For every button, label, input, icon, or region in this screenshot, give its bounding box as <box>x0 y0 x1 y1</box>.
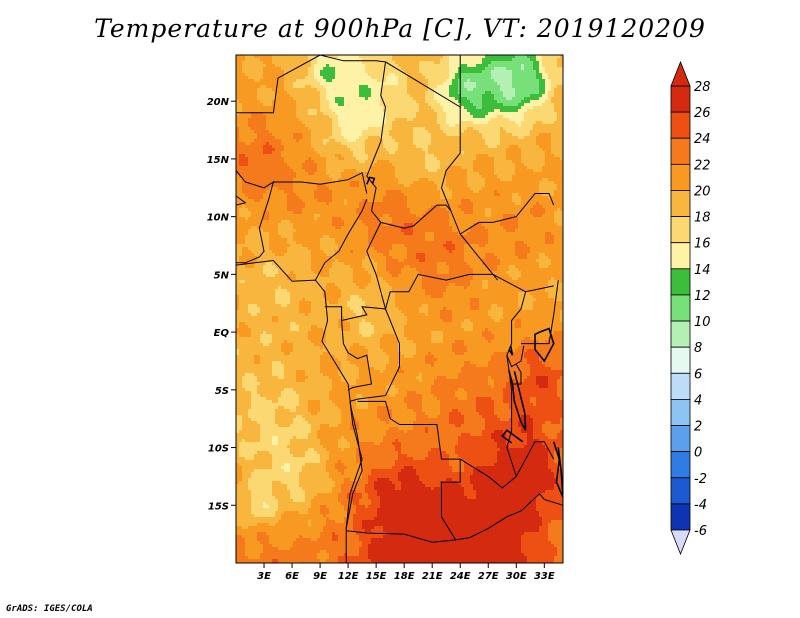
colorbar-label: 22 <box>694 158 711 173</box>
colorbar-segment <box>670 242 691 270</box>
country-borders <box>236 55 563 563</box>
colorbar-segment <box>670 137 691 165</box>
lake-outline <box>552 441 563 498</box>
lat-tick-label: 5S <box>215 386 229 397</box>
coastline <box>236 259 363 563</box>
lon-tick-label: 30E <box>506 571 527 582</box>
colorbar-label: 0 <box>694 446 702 461</box>
lat-tick-label: 10N <box>207 213 230 224</box>
border-line <box>236 195 247 206</box>
colorbar-label: 8 <box>694 341 702 356</box>
latitude-axis: 20N 15N 10N 5N EQ 5S 10S 15S <box>207 97 236 512</box>
colorbar-label: 6 <box>694 367 702 382</box>
lat-tick-label: 5N <box>214 270 230 281</box>
colorbar-label: -2 <box>694 472 707 487</box>
lon-tick-label: 3E <box>257 571 271 582</box>
border-line <box>273 172 368 194</box>
lon-tick-label: 12E <box>338 571 359 582</box>
colorbar-segment <box>670 425 691 453</box>
colorbar-label: -6 <box>694 524 707 539</box>
colorbar-segment <box>670 190 691 217</box>
border-line <box>440 107 461 235</box>
lake-outline <box>508 369 527 431</box>
border-line <box>346 400 461 543</box>
colorbar-segment <box>670 346 691 374</box>
colorbar-segment <box>670 503 691 531</box>
colorbar-segment <box>670 268 691 296</box>
colorbar-segment <box>670 399 691 426</box>
colorbar-segment <box>670 451 691 479</box>
colorbar-segment <box>670 216 691 244</box>
border-line <box>459 233 498 281</box>
colorbar-segment <box>670 294 691 322</box>
lon-tick-label: 18E <box>394 571 415 582</box>
colorbar-label: 26 <box>694 106 711 121</box>
colorbar-label: 2 <box>694 420 702 435</box>
lat-tick-label: 15N <box>207 155 230 166</box>
lat-tick-label: 10S <box>208 444 229 455</box>
colorbar-label: 20 <box>694 184 711 199</box>
colorbar-label: 14 <box>694 263 711 278</box>
border-line <box>459 430 517 489</box>
border-line <box>349 308 400 402</box>
colorbar-label: 18 <box>694 211 711 226</box>
border-line <box>236 170 275 264</box>
border-line <box>515 441 555 477</box>
lon-tick-label: 6E <box>285 571 299 582</box>
border-line <box>506 345 525 368</box>
border-line <box>459 193 555 235</box>
grads-credit: GrADS: IGES/COLA <box>6 604 93 614</box>
lon-tick-label: 27E <box>478 571 499 582</box>
colorbar-label: 10 <box>694 315 711 330</box>
lat-tick-label: EQ <box>214 328 230 339</box>
border-line <box>511 364 522 385</box>
lake-outline <box>501 429 524 444</box>
map-frame <box>235 54 564 564</box>
colorbar-label: 4 <box>694 393 702 408</box>
border-line <box>236 55 321 114</box>
colorbar-label: 16 <box>694 237 711 252</box>
lon-tick-label: 33E <box>534 571 555 582</box>
colorbar-under-arrow <box>670 529 691 556</box>
temperature-field <box>236 55 563 563</box>
colorbar-segment <box>670 111 691 139</box>
lon-tick-label: 24E <box>450 571 471 582</box>
colorbar-segment <box>670 372 691 400</box>
lake-outline <box>508 345 514 356</box>
colorbar-label: 24 <box>694 132 711 147</box>
border-line <box>319 55 461 108</box>
lake-outline <box>534 327 555 363</box>
colorbar-label: 28 <box>694 80 711 95</box>
lat-tick-label: 15S <box>208 501 229 512</box>
border-line <box>380 204 452 229</box>
map-title: Temperature at 900hPa [C], VT: 201912020… <box>94 14 706 43</box>
colorbar-segment <box>670 85 691 113</box>
border-line <box>455 492 563 541</box>
border-line <box>345 401 363 529</box>
colorbar-segment <box>670 163 691 191</box>
colorbar-segment <box>670 320 691 348</box>
border-line <box>314 199 368 281</box>
lon-tick-label: 9E <box>313 571 327 582</box>
lat-tick-label: 20N <box>207 97 230 108</box>
colorbar-label: -4 <box>694 498 707 513</box>
longitude-axis: 3E 6E 9E 12E 15E 18E 21E 24E 27E 30E 33E <box>257 563 555 582</box>
lon-tick-label: 21E <box>422 571 443 582</box>
border-line <box>506 291 527 431</box>
border-line <box>341 320 373 391</box>
colorbar-over-arrow <box>670 60 691 87</box>
lon-tick-label: 15E <box>366 571 387 582</box>
border-line <box>366 61 554 311</box>
lake-outline <box>366 176 376 185</box>
colorbar-label: 12 <box>694 289 711 304</box>
border-line <box>324 306 386 322</box>
colorbar-segment <box>670 477 691 505</box>
